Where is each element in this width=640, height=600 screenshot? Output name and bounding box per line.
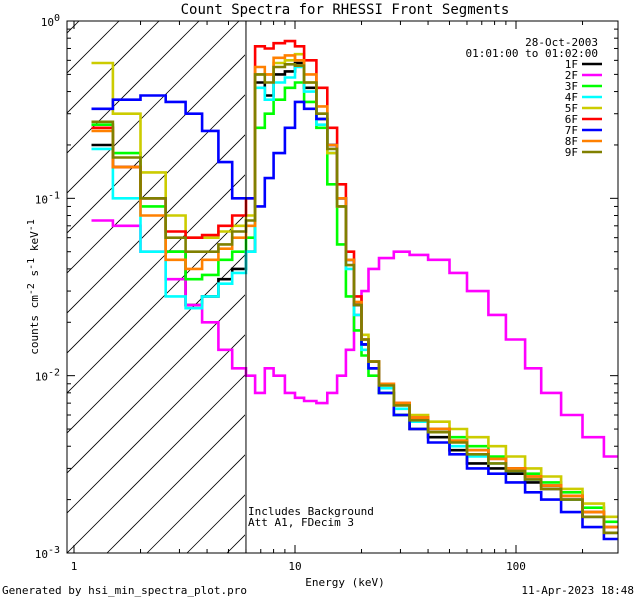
legend-label-3F: 3F [565,80,578,93]
hatch-line [67,21,120,74]
y-axis-label-exp2: -1 [26,258,37,270]
legend-label-2F: 2F [565,69,578,82]
series-line-2F [91,219,618,458]
series-group [91,39,618,541]
hatch-line [67,254,245,434]
legend-label-7F: 7F [565,124,578,137]
legend-label-8F: 8F [565,135,578,148]
hatch-line [67,54,245,234]
plot-frame [66,20,619,554]
legend-label-6F: 6F [565,113,578,126]
hatch-line [67,334,245,514]
hatch-line [67,214,245,394]
footer-generator: Generated by hsi_min_spectra_plot.pro [2,584,247,597]
hatch-line [0,0,27,553]
hatch-line [106,414,245,553]
hatch-line [67,294,245,474]
y-axis-label-exp1: -2 [26,283,37,295]
y-tick-label: 100 [41,13,60,29]
hatched-region [0,0,640,553]
hatch-line [347,0,640,553]
hatch-line [67,21,200,154]
y-axis-label-kev: keV [28,231,41,251]
hatch-line [67,374,245,553]
legend-label-1F: 1F [565,58,578,71]
legend-label-9F: 9F [565,146,578,159]
y-tick-label: 10-1 [35,190,60,206]
hatch-line [67,21,160,114]
x-tick-label: 1 [71,560,78,573]
hatch-line [67,134,245,314]
hatch-line [67,21,80,34]
time-range-label: 01:01:00 to 01:02:00 [466,47,598,60]
chart-title: Count Spectra for RHESSI Front Segments [181,2,510,18]
hatch-line [146,454,245,553]
y-axis-label: counts cm-2 s-1 keV-1 [26,219,41,355]
y-axis-label-s: s [28,270,41,277]
hatch-line [267,0,640,553]
legend-label-4F: 4F [565,91,578,104]
y-tick-label: 10-3 [35,545,60,561]
hatch-line [307,0,640,553]
x-axis-label: Energy (keV) [305,576,384,589]
hatch-line [67,21,240,194]
footer-timestamp: 11-Apr-2023 18:48 [521,584,634,597]
series-line-9F [91,63,618,535]
y-tick-label: 10-2 [35,368,60,384]
x-tick-label: 100 [506,560,526,573]
attenuator-annotation: Att A1, FDecim 3 [248,516,354,529]
hatch-line [427,0,640,553]
date-label: 28-Oct-2003 [525,36,598,49]
axis-ticks: 1 10 100 10-3 10-2 10-1 100 [35,13,618,573]
legend-label-5F: 5F [565,102,578,115]
y-axis-label-main: counts cm [28,295,41,355]
x-tick-label: 10 [288,560,301,573]
hatch-line [226,534,245,553]
background-annotation: Includes Background [248,505,374,518]
hatch-line [67,174,245,354]
y-axis-label-exp3: -1 [26,219,37,231]
